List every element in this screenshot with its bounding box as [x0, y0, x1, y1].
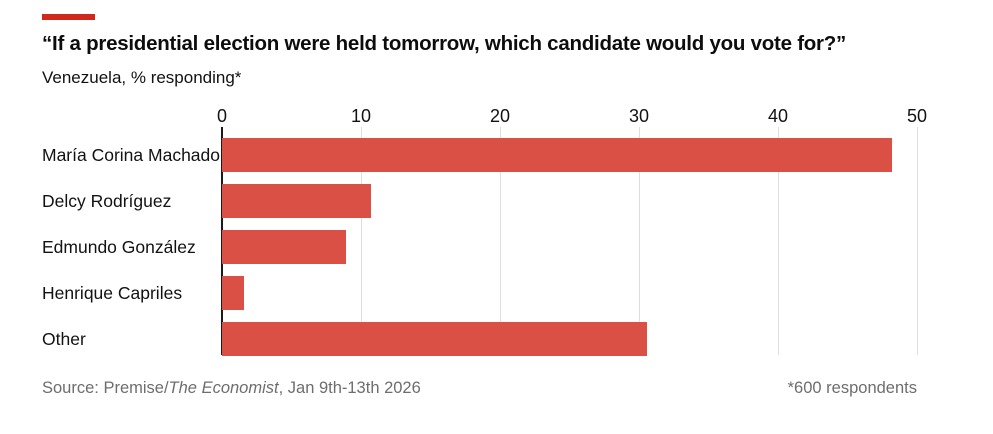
source-note: Source: Premise/The Economist, Jan 9th-1…: [42, 379, 421, 398]
x-tick-label: 0: [216, 106, 228, 126]
x-tick-label: 10: [350, 106, 372, 126]
bar: [222, 322, 648, 356]
gridline: [499, 127, 501, 355]
category-label: Delcy Rodríguez: [42, 191, 172, 211]
gridline: [638, 127, 640, 355]
x-tick-label: 30: [628, 106, 650, 126]
chart-subtitle: Venezuela, % responding*: [42, 68, 242, 87]
x-tick-label: 40: [767, 106, 789, 126]
gridline: [916, 127, 918, 355]
gridline: [777, 127, 779, 355]
source-prefix: Source: Premise/: [42, 379, 169, 397]
category-label: Other: [42, 329, 86, 349]
category-label: Edmundo González: [42, 237, 196, 257]
chart-title: “If a presidential election were held to…: [42, 32, 847, 55]
respondents-note: *600 respondents: [787, 379, 917, 397]
x-tick-label: 50: [906, 106, 928, 126]
x-tick-label: 20: [489, 106, 511, 126]
source-suffix: , Jan 9th-13th 2026: [278, 379, 421, 397]
category-label: Henrique Capriles: [42, 283, 183, 303]
gridline: [360, 127, 362, 355]
bar: [222, 230, 346, 264]
category-label: María Corina Machado: [42, 145, 220, 165]
bar: [222, 184, 371, 218]
economist-red-tab-icon: [42, 14, 95, 20]
bar-chart: 0 10 20 30 40 50 María Corina Machado Delcy Ro…: [42, 106, 928, 356]
chart-footer: Source: Premise/The Economist, Jan 9th-1…: [42, 379, 917, 398]
bar: [222, 276, 245, 310]
source-publication: The Economist: [168, 379, 279, 397]
bar: [222, 138, 892, 172]
